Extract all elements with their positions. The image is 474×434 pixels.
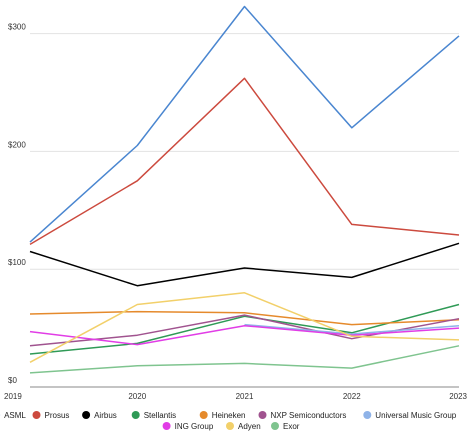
series-line-asml — [29, 5, 460, 243]
legend-label-nxp-semiconductors: NXP Semiconductors — [271, 411, 347, 420]
series-line-adyen — [29, 292, 460, 363]
x-tick-label: 2021 — [236, 392, 254, 401]
series-line-exor — [29, 345, 460, 374]
legend-marker-universal-music-group — [363, 411, 372, 419]
legend-label-airbus: Airbus — [94, 411, 117, 420]
legend-marker-exor — [271, 422, 279, 430]
series-line-heineken — [29, 310, 460, 326]
series-line-prosus — [29, 77, 460, 246]
y-tick-label: $0 — [8, 376, 17, 385]
x-tick-label: 2022 — [343, 392, 361, 401]
series-line-nxp-semiconductors — [29, 314, 460, 347]
legend-label-adyen: Adyen — [238, 422, 261, 431]
legend-label-prosus: Prosus — [45, 411, 70, 420]
y-tick-label: $300 — [8, 23, 26, 32]
legend-marker-prosus — [32, 411, 41, 419]
legend-marker-adyen — [226, 422, 234, 430]
legend-label-exor: Exor — [283, 422, 300, 431]
legend-marker-nxp-semiconductors — [258, 411, 267, 419]
x-tick-label: 2019 — [4, 392, 22, 401]
legend-marker-heineken — [199, 411, 208, 419]
legend-label-asml: ASML — [4, 411, 26, 420]
series-line-universal-music-group — [244, 323, 460, 335]
series-line-airbus — [29, 242, 460, 287]
y-tick-label: $200 — [8, 140, 26, 149]
legend-label-universal-music-group: Universal Music Group — [375, 411, 456, 420]
legend-label-heineken: Heineken — [212, 411, 246, 420]
legend-marker-stellantis — [131, 411, 140, 419]
x-tick-label: 2020 — [128, 392, 146, 401]
x-tick-label: 2023 — [449, 392, 467, 401]
legend-marker-ing-group — [162, 422, 171, 430]
series-line-ing-group — [29, 324, 460, 346]
legend-marker-airbus — [82, 411, 91, 419]
y-tick-label: $100 — [8, 258, 26, 267]
legend-label-stellantis: Stellantis — [144, 411, 176, 420]
legend-label-ing-group: ING Group — [175, 422, 214, 431]
